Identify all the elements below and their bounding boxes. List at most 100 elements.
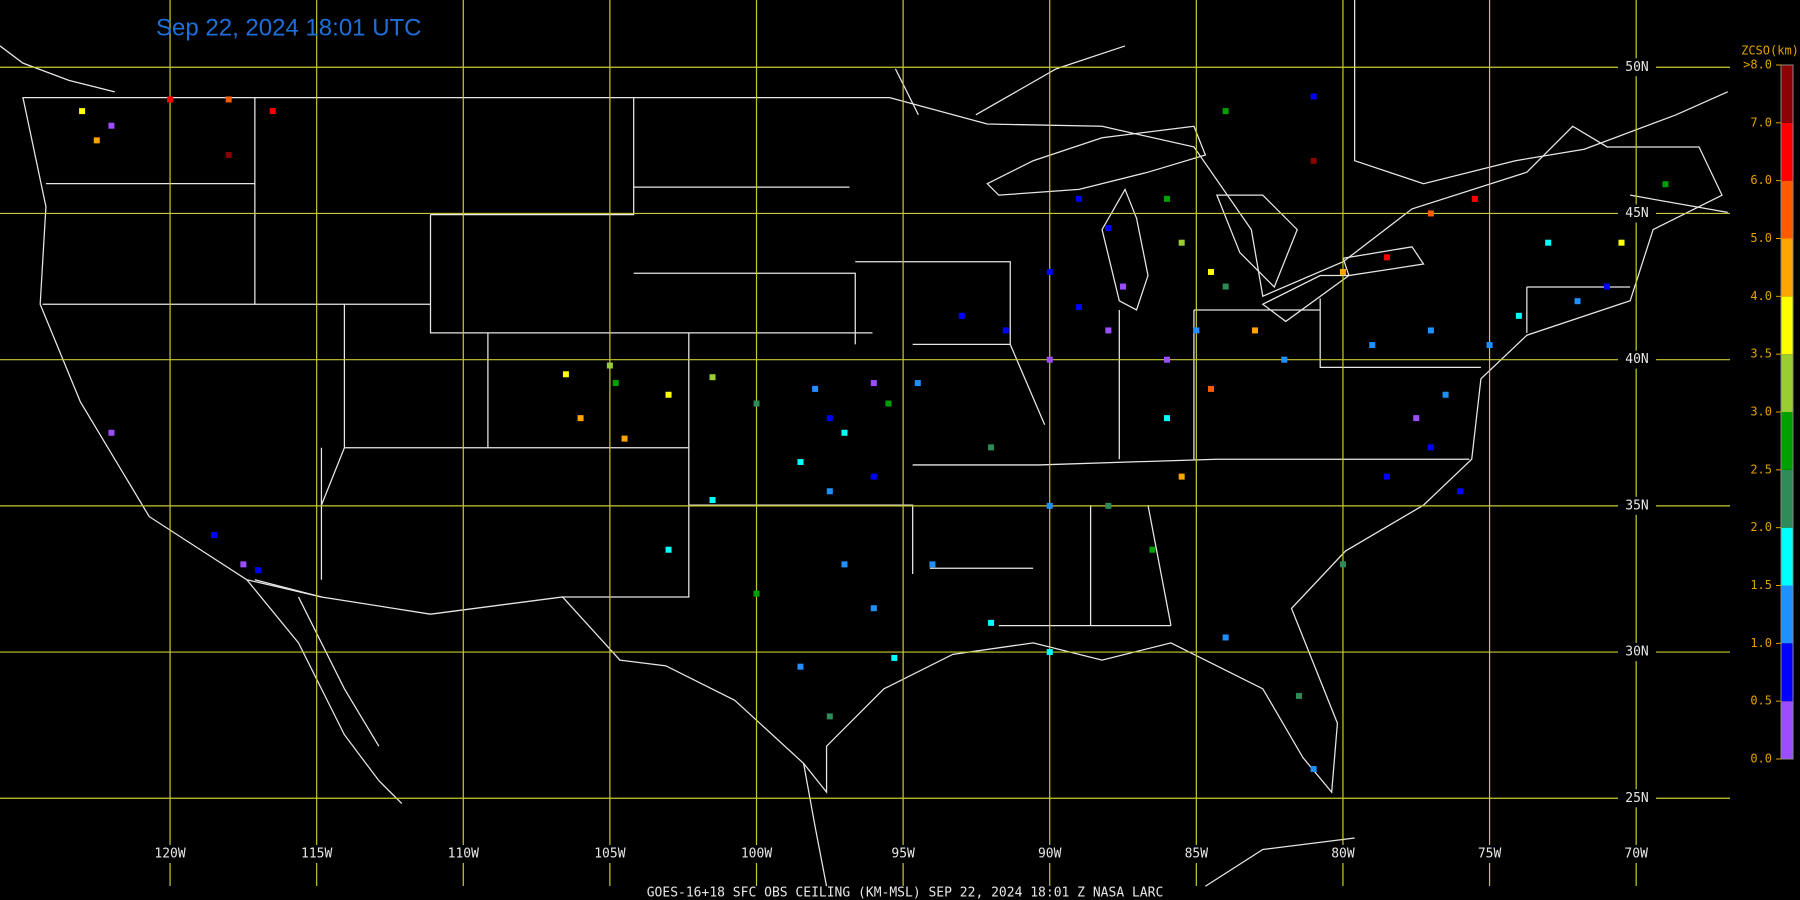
colorbar-label: 1.5 (1750, 578, 1772, 592)
station (621, 435, 628, 442)
station (1105, 225, 1112, 232)
station (1383, 254, 1390, 261)
station (1149, 546, 1156, 553)
colorbar-segment (1781, 585, 1793, 644)
label-bg (292, 845, 341, 863)
station (1310, 157, 1317, 164)
station (1339, 268, 1346, 275)
station (870, 473, 877, 480)
station (797, 459, 804, 466)
label-bg (1025, 845, 1074, 863)
station (929, 561, 936, 568)
station (1427, 210, 1434, 217)
colorbar-segment (1781, 238, 1793, 297)
label-bg (1618, 204, 1656, 223)
station (255, 567, 262, 574)
label-bg (1618, 789, 1656, 808)
x-tick-label: 95W (891, 847, 915, 862)
station (1339, 561, 1346, 568)
map-title: Sep 22, 2024 18:01 UTC (156, 14, 422, 41)
station (167, 96, 174, 103)
station (709, 374, 716, 381)
stations (79, 93, 1669, 773)
colorbar-segment (1781, 701, 1793, 759)
station (1076, 195, 1083, 202)
station (1164, 415, 1171, 422)
station (1222, 634, 1229, 641)
station (1427, 327, 1434, 334)
lake-michigan (1101, 187, 1149, 311)
station (826, 415, 833, 422)
y-tick-label: 40N (1625, 352, 1648, 367)
station (211, 532, 218, 539)
x-tick-label: 70W (1624, 847, 1648, 862)
colorbar-segment (1781, 296, 1793, 355)
lake-ontario (1342, 246, 1425, 277)
station (753, 590, 760, 597)
station (1545, 239, 1552, 246)
us-outline (22, 96, 1723, 794)
y-tick-label: 45N (1625, 206, 1648, 221)
station (665, 546, 672, 553)
label-bg (879, 845, 928, 863)
y-tick-label: 25N (1625, 791, 1648, 806)
colorbar-title: ZCSO(km) (1741, 44, 1799, 58)
colorbar-label: 2.5 (1750, 462, 1772, 476)
station (1383, 473, 1390, 480)
colorbar-segment (1781, 122, 1793, 181)
y-tick-label: 35N (1625, 498, 1648, 513)
y-tick-label: 30N (1625, 645, 1648, 660)
station (958, 312, 965, 319)
state-lines (42, 97, 1631, 627)
station (93, 137, 100, 144)
station (1105, 327, 1112, 334)
station (108, 122, 115, 129)
station (826, 488, 833, 495)
x-tick-label: 100W (741, 847, 772, 862)
station (606, 362, 613, 369)
station (841, 561, 848, 568)
colorbar-label: 5.0 (1750, 231, 1772, 245)
station (797, 663, 804, 670)
station (269, 108, 276, 115)
lake-superior (986, 125, 1207, 196)
station (826, 713, 833, 720)
colorbar-label: 6.0 (1750, 173, 1772, 187)
station (891, 654, 898, 661)
colorbar-segment (1781, 180, 1793, 239)
x-tick-label: 115W (301, 847, 332, 862)
mexico-coast (246, 579, 1355, 887)
labels: 120W 115W 110W 105W 100W 95W 90W 85W 80W 75W 70W 25… (146, 58, 1661, 863)
station (665, 391, 672, 398)
station (1164, 195, 1171, 202)
station (1369, 342, 1376, 349)
grid (0, 0, 1730, 886)
colorbar-label: 2.0 (1750, 520, 1772, 534)
station (870, 605, 877, 612)
station (1178, 239, 1185, 246)
x-tick-label: 90W (1038, 847, 1062, 862)
station (79, 108, 86, 115)
station (1076, 304, 1083, 311)
station (709, 497, 716, 504)
outlines (0, 0, 1728, 887)
colorbar-label: 3.5 (1750, 347, 1772, 361)
station (1222, 283, 1229, 290)
colorbar-segment (1781, 354, 1793, 412)
label-bg (1318, 845, 1367, 863)
station (1310, 766, 1317, 773)
station (562, 371, 569, 378)
station (812, 385, 819, 392)
x-tick-label: 75W (1478, 847, 1502, 862)
colorbar-segment (1781, 412, 1793, 470)
station (1120, 283, 1127, 290)
x-tick-label: 85W (1185, 847, 1209, 862)
label-bg (1618, 643, 1656, 662)
station (1427, 444, 1434, 451)
station (240, 561, 247, 568)
colorbar-label: 0.5 (1750, 694, 1772, 708)
canada-coast (0, 0, 1728, 214)
